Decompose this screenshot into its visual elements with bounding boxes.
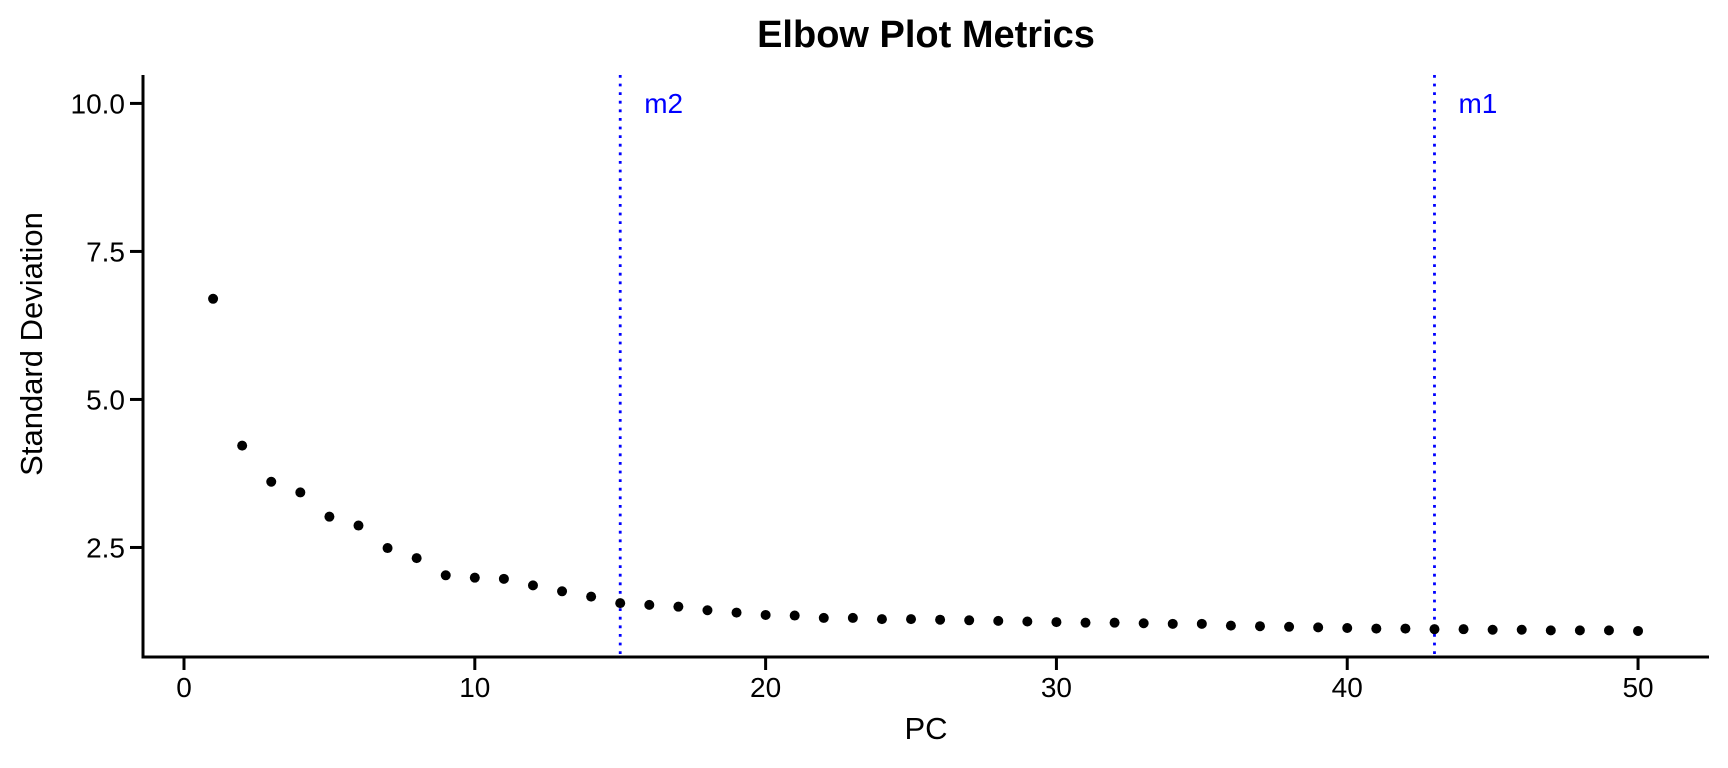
data-point	[993, 615, 1004, 626]
data-point	[1574, 625, 1585, 636]
data-point	[1342, 622, 1353, 633]
data-point	[237, 440, 248, 451]
data-point	[789, 610, 800, 621]
data-point	[1138, 618, 1149, 629]
marker-vlines: m2 m1	[618, 75, 1497, 657]
y-axis-ticks: 2.5 5.0 7.5 10.0	[71, 88, 143, 563]
x-tick-label: 20	[750, 672, 781, 703]
x-tick-label: 30	[1041, 672, 1072, 703]
data-point	[1603, 625, 1614, 636]
data-point	[1051, 617, 1062, 628]
data-point	[1196, 618, 1207, 629]
y-tick-label: 2.5	[86, 532, 125, 563]
data-point	[1167, 618, 1178, 629]
x-axis-ticks: 0 10 20 30 40 50	[176, 657, 1654, 703]
vline-label-m2: m2	[644, 88, 683, 119]
y-tick-label: 5.0	[86, 384, 125, 415]
data-point	[1458, 624, 1469, 635]
data-point	[469, 572, 480, 583]
data-point	[382, 543, 393, 554]
data-point	[1109, 617, 1120, 628]
data-point	[324, 511, 335, 522]
data-point	[1371, 623, 1382, 634]
data-point	[673, 601, 684, 612]
data-point	[1080, 617, 1091, 628]
data-point	[615, 598, 626, 609]
x-axis-title: PC	[904, 711, 947, 746]
axes	[141, 75, 1709, 659]
data-point	[644, 599, 655, 610]
data-point	[1487, 624, 1498, 635]
data-point	[1545, 625, 1556, 636]
data-point	[731, 607, 742, 618]
data-point	[1313, 622, 1324, 633]
data-point	[876, 614, 887, 625]
data-point	[935, 614, 946, 625]
x-tick-label: 50	[1622, 672, 1653, 703]
data-point	[411, 553, 422, 564]
x-tick-label: 40	[1332, 672, 1363, 703]
data-point	[1633, 625, 1644, 636]
data-point	[818, 612, 829, 623]
data-point	[1516, 624, 1527, 635]
data-point	[1429, 624, 1440, 635]
data-point	[1225, 620, 1236, 631]
data-point	[527, 580, 538, 591]
data-point	[760, 609, 771, 620]
x-tick-label: 10	[459, 672, 490, 703]
data-point	[557, 586, 568, 597]
chart-title: Elbow Plot Metrics	[757, 14, 1095, 56]
data-point	[1022, 616, 1033, 627]
data-point	[964, 615, 975, 626]
data-point	[847, 612, 858, 623]
data-point	[1254, 621, 1265, 632]
data-point	[266, 476, 277, 487]
data-point	[440, 570, 451, 581]
data-point	[353, 520, 364, 531]
data-point	[906, 614, 917, 625]
vline-label-m1: m1	[1458, 88, 1497, 119]
data-point	[208, 293, 219, 304]
y-tick-label: 7.5	[86, 236, 125, 267]
y-tick-label: 10.0	[71, 88, 126, 119]
y-axis-title: Standard Deviation	[14, 212, 49, 476]
data-point	[1400, 623, 1411, 634]
data-points	[208, 293, 1644, 636]
data-point	[586, 591, 597, 602]
data-point	[295, 487, 306, 498]
data-point	[1284, 621, 1295, 632]
data-point	[702, 605, 713, 616]
data-point	[498, 573, 509, 584]
x-tick-label: 0	[176, 672, 192, 703]
